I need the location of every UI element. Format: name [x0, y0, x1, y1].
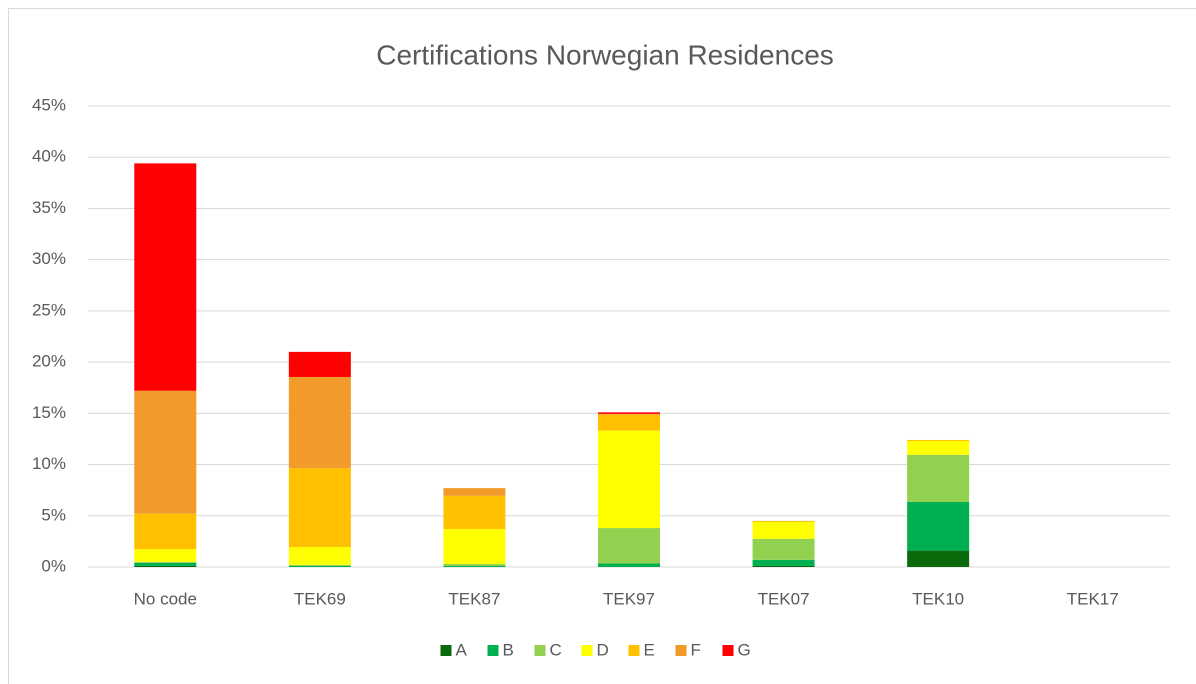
x-tick-label: TEK17	[1067, 589, 1119, 608]
x-tick-label: TEK69	[294, 589, 346, 608]
y-tick-label: 35%	[32, 198, 66, 217]
y-tick-label: 40%	[32, 147, 66, 166]
bar-segment	[752, 565, 815, 567]
x-tick-label: TEK07	[758, 589, 810, 608]
bar-segment	[598, 563, 660, 567]
bar-segment	[907, 439, 970, 441]
bar-segment	[907, 454, 970, 502]
bar-segment	[752, 520, 815, 522]
legend-label: F	[691, 640, 701, 659]
legend-label: G	[738, 640, 751, 659]
legend-swatch	[628, 645, 640, 656]
y-tick-label: 20%	[32, 352, 66, 371]
y-tick-label: 30%	[32, 249, 66, 268]
legend-swatch	[581, 645, 593, 656]
bar-segment	[598, 413, 660, 415]
bar-segment	[907, 501, 970, 551]
legend-label: C	[550, 640, 562, 659]
legend-label: D	[597, 640, 609, 659]
bar-segment	[752, 538, 815, 560]
y-tick-label: 45%	[32, 95, 66, 114]
legend-label: B	[503, 640, 514, 659]
legend-label: A	[456, 640, 468, 659]
bar-segment	[443, 529, 506, 564]
legend-swatch	[722, 645, 734, 656]
x-tick-label: TEK10	[912, 589, 964, 608]
y-tick-label: 15%	[32, 403, 66, 422]
bar-segment	[443, 495, 506, 530]
legend-swatch	[487, 645, 499, 656]
bar-segment	[598, 528, 660, 564]
y-tick-label: 25%	[32, 300, 66, 319]
x-tick-label: No code	[134, 589, 197, 608]
bar-segment	[288, 564, 351, 566]
bar-segment	[134, 163, 197, 391]
bar-segment	[907, 550, 970, 567]
bar-segment	[134, 561, 197, 563]
chart-title: Certifications Norwegian Residences	[376, 39, 834, 70]
bar-segment	[288, 547, 351, 565]
legend-swatch	[440, 645, 452, 656]
bar-segment	[134, 390, 197, 514]
bar-segment	[134, 513, 197, 550]
bar-segment	[443, 563, 506, 566]
bar-segment	[288, 565, 351, 567]
bar-segment	[598, 430, 660, 529]
y-tick-label: 0%	[41, 556, 66, 575]
bar-segment	[598, 412, 660, 414]
legend-label: E	[644, 640, 655, 659]
x-tick-label: TEK97	[603, 589, 655, 608]
bar-segment	[752, 521, 815, 539]
bar-segment	[443, 488, 506, 496]
legend-swatch	[534, 645, 546, 656]
bar-segment	[134, 565, 197, 567]
x-tick-label: TEK87	[448, 589, 500, 608]
chart-border	[8, 8, 1196, 684]
bar-segment	[443, 565, 506, 567]
legend-swatch	[675, 645, 687, 656]
bar-segment	[134, 562, 197, 566]
bar-segment	[288, 468, 351, 548]
bar-segment	[134, 549, 197, 562]
y-tick-label: 5%	[41, 505, 66, 524]
bar-segment	[907, 440, 970, 455]
bar-segment	[288, 376, 351, 469]
bar-segment	[598, 414, 660, 431]
bar-segment	[288, 351, 351, 377]
y-tick-label: 10%	[32, 454, 66, 473]
bar-segment	[752, 559, 815, 566]
